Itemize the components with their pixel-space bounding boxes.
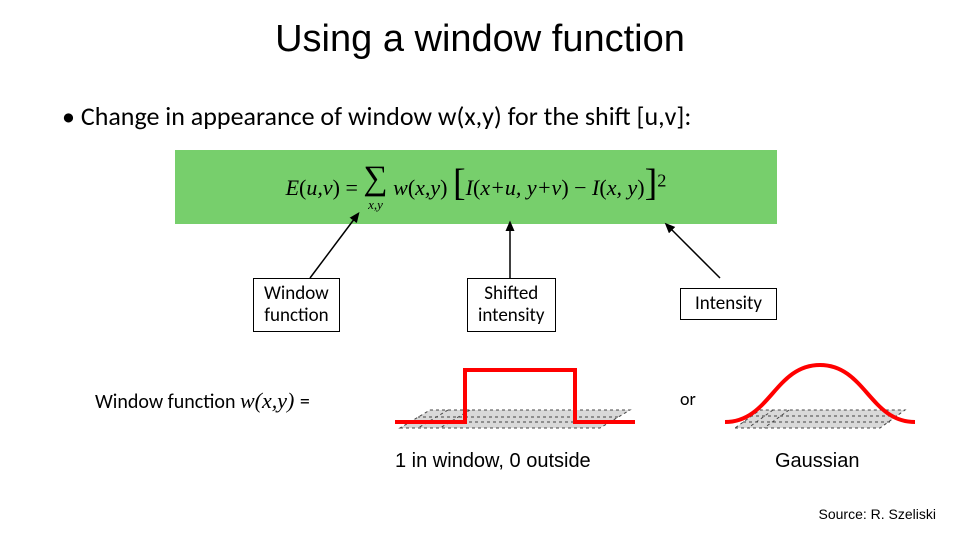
source-credit: Source: R. Szeliski [819,506,936,522]
label-shifted-text: Shifted intensity [478,283,545,327]
label-shifted: Shifted intensity [467,278,556,332]
gaussian-diagram [715,360,925,445]
wf-italic: w(x,y) [240,388,300,413]
caption-rect: 1 in window, 0 outside [395,450,591,473]
or-label: or [680,388,696,410]
caption-gauss: Gaussian [775,450,860,473]
label-window: Window function [253,278,340,332]
label-window-text: Window function [264,283,329,327]
wf-prefix: Window function [95,390,240,414]
wf-label: Window function w(x,y) = [95,388,310,414]
label-intensity-text: Intensity [695,292,762,315]
wf-eq: = [300,390,310,414]
rect-window-diagram [370,360,650,445]
label-intensity: Intensity [680,288,777,320]
